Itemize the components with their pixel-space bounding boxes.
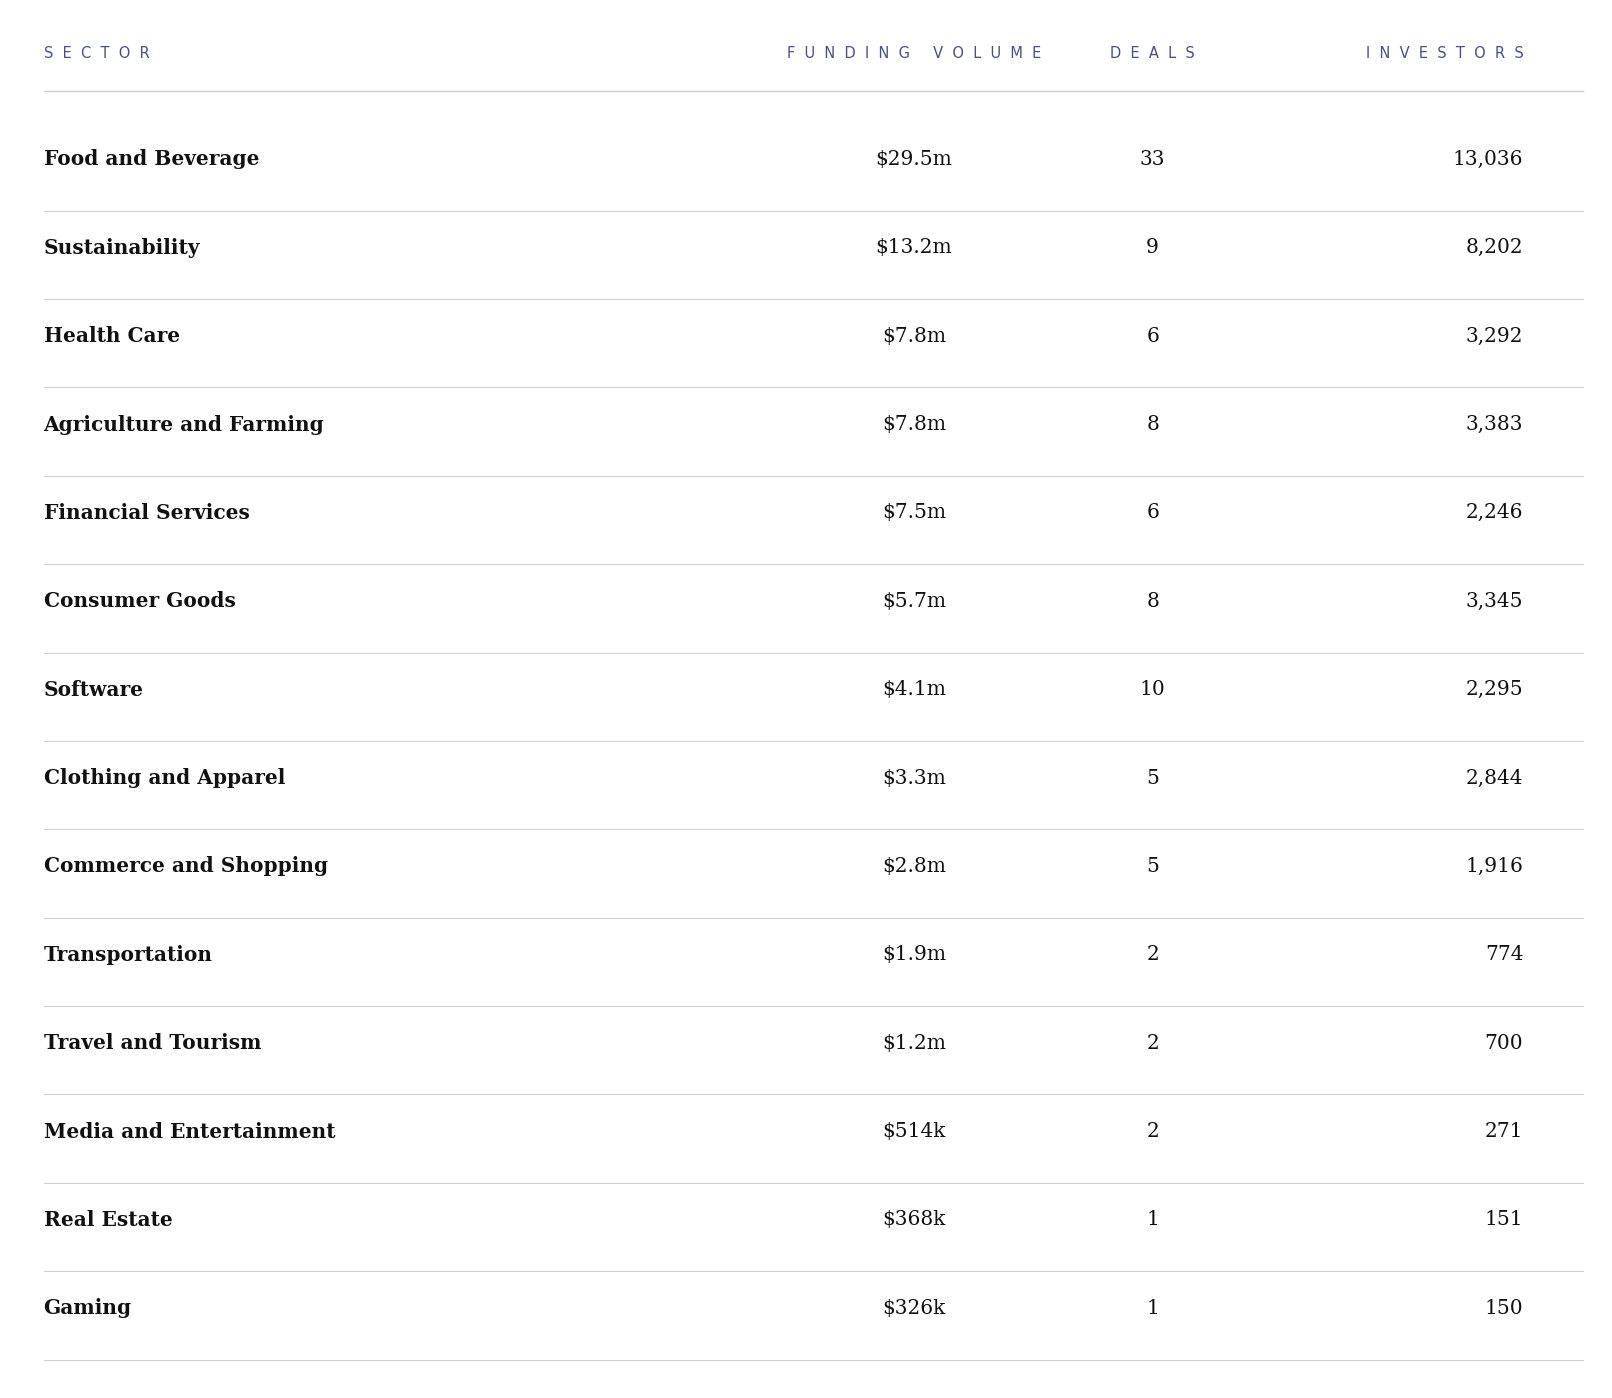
Text: Consumer Goods: Consumer Goods [44,591,235,611]
Text: 1,916: 1,916 [1465,857,1523,877]
Text: Gaming: Gaming [44,1299,132,1318]
Text: 33: 33 [1140,150,1165,169]
Text: Media and Entertainment: Media and Entertainment [44,1121,335,1142]
Text: Health Care: Health Care [44,326,179,347]
Text: 3,292: 3,292 [1465,327,1523,345]
Text: 1: 1 [1146,1299,1159,1318]
Text: 9: 9 [1146,238,1159,257]
Text: Financial Services: Financial Services [44,503,250,523]
Text: 8: 8 [1146,591,1159,611]
Text: 5: 5 [1146,857,1159,877]
Text: 3,345: 3,345 [1465,591,1523,611]
Text: Agriculture and Farming: Agriculture and Farming [44,415,324,435]
Text: $7.8m: $7.8m [882,327,946,345]
Text: 150: 150 [1485,1299,1523,1318]
Text: Clothing and Apparel: Clothing and Apparel [44,768,285,788]
Text: 3,383: 3,383 [1465,415,1523,433]
Text: 1: 1 [1146,1211,1159,1229]
Text: $4.1m: $4.1m [882,681,946,699]
Text: I  N  V  E  S  T  O  R  S: I N V E S T O R S [1365,46,1523,60]
Text: $3.3m: $3.3m [882,769,946,787]
Text: Real Estate: Real Estate [44,1209,172,1230]
Text: 2,295: 2,295 [1465,681,1523,699]
Text: $7.5m: $7.5m [882,503,946,523]
Text: 10: 10 [1140,681,1165,699]
Text: $514k: $514k [882,1123,946,1141]
Text: Commerce and Shopping: Commerce and Shopping [44,857,327,877]
Text: Travel and Tourism: Travel and Tourism [44,1033,261,1053]
Text: 6: 6 [1146,503,1159,523]
Text: $13.2m: $13.2m [875,238,953,257]
Text: $368k: $368k [882,1211,946,1229]
Text: $1.2m: $1.2m [882,1033,946,1053]
Text: 700: 700 [1485,1033,1523,1053]
Text: $5.7m: $5.7m [882,591,946,611]
Text: Food and Beverage: Food and Beverage [44,150,260,169]
Text: 2: 2 [1146,1123,1159,1141]
Text: Transportation: Transportation [44,945,213,965]
Text: 8,202: 8,202 [1465,238,1523,257]
Text: 2: 2 [1146,1033,1159,1053]
Text: D  E  A  L  S: D E A L S [1111,46,1194,60]
Text: 13,036: 13,036 [1452,150,1523,169]
Text: $2.8m: $2.8m [882,857,946,877]
Text: S  E  C  T  O  R: S E C T O R [44,46,150,60]
Text: Sustainability: Sustainability [44,238,200,257]
Text: $326k: $326k [882,1299,946,1318]
Text: F  U  N  D  I  N  G     V  O  L  U  M  E: F U N D I N G V O L U M E [787,46,1041,60]
Text: 151: 151 [1485,1211,1523,1229]
Text: $29.5m: $29.5m [875,150,953,169]
Text: 6: 6 [1146,327,1159,345]
Text: 2,246: 2,246 [1465,503,1523,523]
Text: $1.9m: $1.9m [882,945,946,965]
Text: 5: 5 [1146,769,1159,787]
Text: 774: 774 [1485,945,1523,965]
Text: $7.8m: $7.8m [882,415,946,433]
Text: 8: 8 [1146,415,1159,433]
Text: 271: 271 [1485,1123,1523,1141]
Text: 2,844: 2,844 [1465,769,1523,787]
Text: 2: 2 [1146,945,1159,965]
Text: Software: Software [44,679,143,699]
